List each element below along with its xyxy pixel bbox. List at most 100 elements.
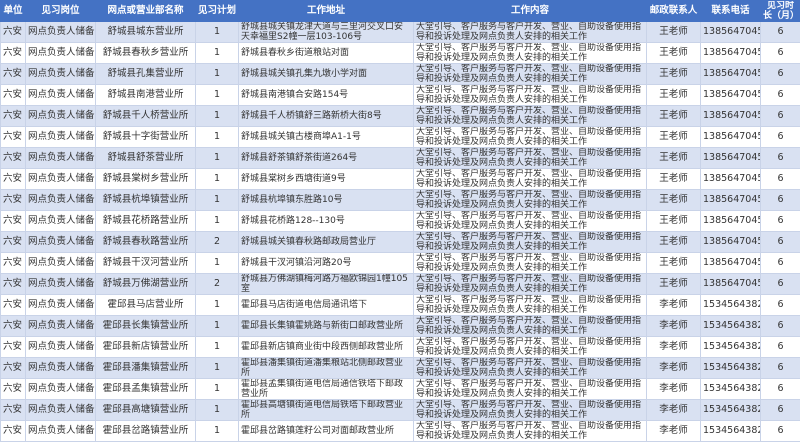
cell-unit: 六安 bbox=[0, 252, 26, 274]
cell-duration: 6 bbox=[760, 42, 800, 64]
cell-unit: 六安 bbox=[0, 147, 26, 169]
cell-plan: 1 bbox=[195, 126, 239, 148]
cell-address: 舒城县城关镇古楼商埠A1-1号 bbox=[238, 126, 414, 148]
cell-branch-name: 舒城县棠树乡营业所 bbox=[95, 168, 196, 190]
cell-content: 大堂引导、客户服务与客户开发、营业、自助设备使用指导和投诉处理及网点负责人安排的… bbox=[413, 231, 647, 253]
cell-position: 网点负责人储备 bbox=[25, 147, 96, 169]
table-row: 六安 网点负责人储备 舒城县城东营业所 1 舒城县城关镇龙津大道与三里河交叉口安天幸福里… bbox=[0, 21, 800, 43]
cell-phone: 13856470459 bbox=[700, 231, 761, 253]
cell-phone: 13856470459 bbox=[700, 126, 761, 148]
cell-plan: 1 bbox=[195, 399, 239, 421]
cell-content: 大堂引导、客户服务与客户开发、营业、自助设备使用指导和投诉处理及网点负责人安排的… bbox=[413, 147, 647, 169]
cell-position: 网点负责人储备 bbox=[25, 84, 96, 106]
cell-plan: 1 bbox=[195, 84, 239, 106]
cell-position: 网点负责人储备 bbox=[25, 420, 96, 442]
table-row: 六安 网点负责人储备 舒城县孔集营业所 1 舒城县城关镇孔集九墩小学对面 大堂引导、客户服… bbox=[0, 63, 800, 85]
cell-content: 大堂引导、客户服务与客户开发、营业、自助设备使用指导和投诉处理及网点负责人安排的… bbox=[413, 210, 647, 232]
cell-position: 网点负责人储备 bbox=[25, 357, 96, 379]
table-row: 六安 网点负责人储备 舒城县南港营业所 1 舒城县南港镇合安路154号 大堂引导、客户服务… bbox=[0, 84, 800, 106]
table-row: 六安 网点负责人储备 霍邱县长集镇营业所 1 霍邱县长集镇霍姚路与新街口邮政营业所 大堂引… bbox=[0, 315, 800, 337]
cell-phone: 15345643821 bbox=[700, 315, 761, 337]
cell-plan: 1 bbox=[195, 168, 239, 190]
cell-unit: 六安 bbox=[0, 21, 26, 43]
cell-duration: 6 bbox=[760, 147, 800, 169]
header-content: 工作内容 bbox=[413, 0, 647, 22]
cell-address: 舒城县千人桥镇舒三路新桥大街8号 bbox=[238, 105, 414, 127]
table-row: 六安 网点负责人储备 舒城县春秋乡营业所 1 舒城县春秋乡街道粮站对面 大堂引导、客户服务… bbox=[0, 42, 800, 64]
cell-unit: 六安 bbox=[0, 168, 26, 190]
cell-plan: 2 bbox=[195, 231, 239, 253]
cell-position: 网点负责人储备 bbox=[25, 399, 96, 421]
cell-unit: 六安 bbox=[0, 420, 26, 442]
cell-address: 舒城县花桥路128--130号 bbox=[238, 210, 414, 232]
cell-content: 大堂引导、客户服务与客户开发、营业、自助设备使用指导和投诉处理及网点负责人安排的… bbox=[413, 189, 647, 211]
cell-duration: 6 bbox=[760, 231, 800, 253]
cell-content: 大堂引导、客户服务与客户开发、营业、自助设备使用指导和投诉处理及网点负责人安排的… bbox=[413, 42, 647, 64]
cell-position: 网点负责人储备 bbox=[25, 105, 96, 127]
cell-address: 霍邱县新店镇商业街中段西侧邮政营业所 bbox=[238, 336, 414, 358]
cell-address: 舒城县舒茶镇舒茶街道264号 bbox=[238, 147, 414, 169]
cell-duration: 6 bbox=[760, 252, 800, 274]
cell-position: 网点负责人储备 bbox=[25, 126, 96, 148]
header-contact: 邮政联系人 bbox=[646, 0, 701, 22]
cell-position: 网点负责人储备 bbox=[25, 168, 96, 190]
cell-content: 大堂引导、客户服务与客户开发、营业、自助设备使用指导和投诉处理及网点负责人安排的… bbox=[413, 21, 647, 43]
cell-content: 大堂引导、客户服务与客户开发、营业、自助设备使用指导和投诉处理及网点负责人安排的… bbox=[413, 399, 647, 421]
cell-plan: 1 bbox=[195, 420, 239, 442]
cell-phone: 13856470459 bbox=[700, 252, 761, 274]
cell-plan: 1 bbox=[195, 189, 239, 211]
cell-phone: 13856470459 bbox=[700, 42, 761, 64]
cell-contact: 李老师 bbox=[646, 420, 701, 442]
cell-contact: 王老师 bbox=[646, 42, 701, 64]
cell-branch-name: 舒城县城东营业所 bbox=[95, 21, 196, 43]
table-row: 六安 网点负责人储备 舒城县十字街营业所 1 舒城县城关镇古楼商埠A1-1号 大堂引导、客… bbox=[0, 126, 800, 148]
cell-duration: 6 bbox=[760, 63, 800, 85]
cell-phone: 15345643821 bbox=[700, 357, 761, 379]
cell-unit: 六安 bbox=[0, 357, 26, 379]
cell-branch-name: 霍邱县马店营业所 bbox=[95, 294, 196, 316]
cell-unit: 六安 bbox=[0, 105, 26, 127]
cell-contact: 李老师 bbox=[646, 315, 701, 337]
cell-contact: 王老师 bbox=[646, 189, 701, 211]
table-row: 六安 网点负责人储备 舒城县舒茶营业所 1 舒城县舒茶镇舒茶街道264号 大堂引导、客户服… bbox=[0, 147, 800, 169]
cell-address: 霍邱县长集镇霍姚路与新街口邮政营业所 bbox=[238, 315, 414, 337]
table-row: 六安 网点负责人储备 霍邱县新店镇营业所 1 霍邱县新店镇商业街中段西侧邮政营业所 大堂引… bbox=[0, 336, 800, 358]
cell-phone: 15345643821 bbox=[700, 336, 761, 358]
cell-branch-name: 舒城县干汊河营业所 bbox=[95, 252, 196, 274]
header-branch-name: 网点或营业部名称 bbox=[95, 0, 196, 22]
cell-address: 舒城县万佛湖镇梅河路万福欧锦园1幢105室 bbox=[238, 273, 414, 295]
header-row: 单位 见习岗位 网点或营业部名称 见习计划 工作地址 工作内容 邮政联系人 联系电话 见习时长（… bbox=[0, 0, 800, 22]
cell-phone: 13856470459 bbox=[700, 210, 761, 232]
cell-phone: 15345643821 bbox=[700, 420, 761, 442]
table-row: 六安 网点负责人储备 霍邱县岔路镇营业所 1 霍邱县岔路镇莲籽公司对面邮政营业所 大堂引导… bbox=[0, 420, 800, 442]
header-position: 见习岗位 bbox=[25, 0, 96, 22]
cell-plan: 1 bbox=[195, 315, 239, 337]
cell-duration: 6 bbox=[760, 168, 800, 190]
table-row: 六安 网点负责人储备 舒城县万佛湖营业所 2 舒城县万佛湖镇梅河路万福欧锦园1幢105室… bbox=[0, 273, 800, 295]
cell-branch-name: 舒城县春秋路营业所 bbox=[95, 231, 196, 253]
cell-content: 大堂引导、客户服务与客户开发、营业、自助设备使用指导和投诉处理及网点负责人安排的… bbox=[413, 273, 647, 295]
cell-phone: 15345643821 bbox=[700, 378, 761, 400]
cell-branch-name: 舒城县万佛湖营业所 bbox=[95, 273, 196, 295]
cell-contact: 王老师 bbox=[646, 126, 701, 148]
cell-duration: 6 bbox=[760, 273, 800, 295]
cell-duration: 6 bbox=[760, 315, 800, 337]
cell-plan: 2 bbox=[195, 273, 239, 295]
cell-content: 大堂引导、客户服务与客户开发、营业、自助设备使用指导和投诉处理及网点负责人安排的… bbox=[413, 357, 647, 379]
table-row: 六安 网点负责人储备 舒城县干汊河营业所 1 舒城县干汊河镇沿河路20号 大堂引导、客户服… bbox=[0, 252, 800, 274]
cell-duration: 6 bbox=[760, 126, 800, 148]
table-row: 六安 网点负责人储备 舒城县杭埠镇营业所 1 舒城县杭埠镇东胜路10号 大堂引导、客户服务… bbox=[0, 189, 800, 211]
cell-unit: 六安 bbox=[0, 231, 26, 253]
table-row: 六安 网点负责人储备 舒城县棠树乡营业所 1 舒城县棠树乡西塘街道9号 大堂引导、客户服务… bbox=[0, 168, 800, 190]
cell-duration: 6 bbox=[760, 189, 800, 211]
cell-content: 大堂引导、客户服务与客户开发、营业、自助设备使用指导和投诉处理及网点负责人安排的… bbox=[413, 252, 647, 274]
cell-contact: 王老师 bbox=[646, 21, 701, 43]
cell-unit: 六安 bbox=[0, 399, 26, 421]
cell-address: 舒城县南港镇合安路154号 bbox=[238, 84, 414, 106]
cell-position: 网点负责人储备 bbox=[25, 210, 96, 232]
cell-address: 霍邱县岔路镇莲籽公司对面邮政营业所 bbox=[238, 420, 414, 442]
cell-content: 大堂引导、客户服务与客户开发、营业、自助设备使用指导和投诉处理及网点负责人安排的… bbox=[413, 105, 647, 127]
cell-position: 网点负责人储备 bbox=[25, 252, 96, 274]
cell-plan: 1 bbox=[195, 378, 239, 400]
